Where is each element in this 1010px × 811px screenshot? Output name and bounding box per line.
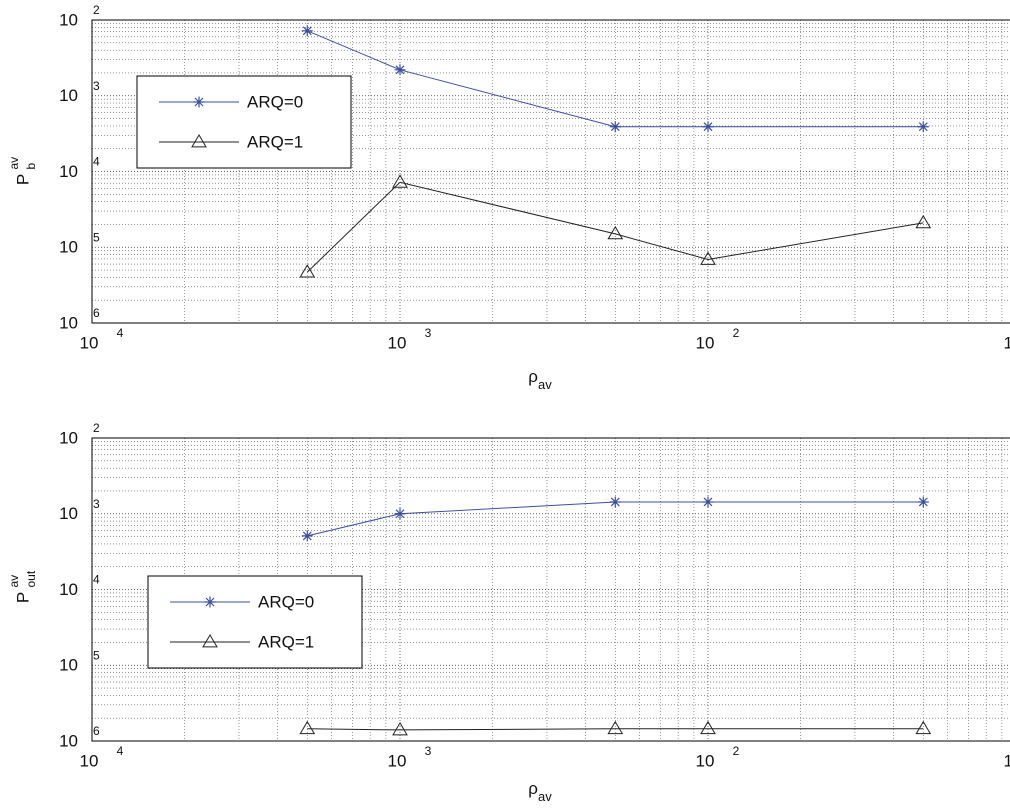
marker bbox=[915, 720, 932, 735]
x-tick-label: 10 bbox=[80, 751, 99, 770]
x-tick-exponent: 4 bbox=[117, 326, 124, 340]
y-tick-label: 10 bbox=[59, 656, 78, 675]
marker bbox=[607, 720, 624, 735]
marker bbox=[917, 496, 929, 508]
x-tick-label: 10 bbox=[1004, 751, 1010, 770]
marker bbox=[394, 64, 406, 76]
legend-box bbox=[136, 75, 352, 169]
y-tick-exponent: 2 bbox=[93, 421, 100, 435]
marker bbox=[202, 634, 218, 648]
y-axis-label-sub: b bbox=[24, 163, 38, 170]
x-tick-exponent: 3 bbox=[425, 326, 432, 340]
marker bbox=[915, 214, 932, 229]
x-tick-label: 10 bbox=[696, 333, 715, 352]
x-tick-exponent: 2 bbox=[733, 744, 740, 758]
y-tick-label: 10 bbox=[59, 238, 78, 257]
y-tick-exponent: 4 bbox=[93, 155, 100, 169]
y-tick-label: 10 bbox=[59, 313, 78, 332]
y-tick-label: 10 bbox=[59, 428, 78, 447]
x-tick-label: 10 bbox=[80, 333, 99, 352]
legend-label: ARQ=0 bbox=[258, 592, 314, 611]
y-tick-label: 10 bbox=[59, 10, 78, 29]
marker bbox=[607, 225, 624, 240]
x-axis-label-text: ρ bbox=[528, 779, 538, 798]
y-tick-label: 10 bbox=[59, 504, 78, 523]
y-tick-exponent: 2 bbox=[93, 3, 100, 17]
y-tick-exponent: 4 bbox=[93, 573, 100, 587]
marker bbox=[299, 264, 316, 278]
y-tick-exponent: 3 bbox=[93, 497, 100, 511]
x-axis-label-sub: av bbox=[538, 377, 552, 392]
y-axis-label-sup: av bbox=[7, 575, 21, 588]
series-line bbox=[307, 728, 924, 731]
y-axis-label-sup: av bbox=[7, 157, 21, 170]
marker bbox=[609, 496, 621, 508]
legend-label: ARQ=0 bbox=[247, 92, 303, 111]
y-tick-label: 10 bbox=[59, 731, 78, 750]
x-axis-label-text: ρ bbox=[528, 367, 538, 386]
x-axis-label: ρav bbox=[528, 779, 552, 804]
legend-box bbox=[147, 575, 363, 669]
marker bbox=[394, 508, 406, 520]
marker bbox=[702, 496, 714, 508]
marker bbox=[392, 174, 408, 188]
axes-frame bbox=[91, 437, 1010, 742]
legend: ARQ=0 ARQ=1 bbox=[136, 75, 352, 169]
marker bbox=[917, 121, 929, 133]
y-tick-label: 10 bbox=[59, 162, 78, 181]
series-line bbox=[306, 181, 924, 273]
y-axis-label: Pav out bbox=[7, 570, 38, 603]
y-axis-label-text: P bbox=[13, 592, 32, 603]
subplot: 10210310410510610410310210ρavPavoutARQ=0… bbox=[7, 421, 1010, 804]
marker bbox=[392, 721, 408, 736]
x-tick-exponent: 2 bbox=[733, 326, 740, 340]
x-tick-label: 10 bbox=[388, 333, 407, 352]
legend-label: ARQ=1 bbox=[258, 632, 314, 651]
marker bbox=[301, 530, 313, 542]
y-tick-exponent: 6 bbox=[93, 724, 100, 738]
x-tick-exponent: 4 bbox=[117, 744, 124, 758]
y-tick-label: 10 bbox=[59, 86, 78, 105]
y-tick-exponent: 3 bbox=[93, 79, 100, 93]
x-axis-label: ρav bbox=[528, 367, 552, 392]
marker bbox=[702, 121, 714, 133]
y-axis-label-text: P bbox=[13, 174, 32, 185]
marker bbox=[204, 596, 216, 608]
subplot: 10210310410510610410310210ρavPavbARQ=0AR… bbox=[7, 3, 1010, 392]
x-axis-label-sub: av bbox=[538, 789, 552, 804]
x-tick-label: 10 bbox=[1004, 333, 1010, 352]
x-tick-exponent: 3 bbox=[425, 744, 432, 758]
marker bbox=[301, 25, 313, 37]
y-tick-label: 10 bbox=[59, 580, 78, 599]
x-tick-label: 10 bbox=[388, 751, 407, 770]
y-axis-label-sub: out bbox=[24, 570, 38, 587]
y-tick-exponent: 5 bbox=[93, 230, 100, 244]
axes-frame bbox=[91, 19, 1010, 324]
y-tick-exponent: 6 bbox=[93, 306, 100, 320]
marker bbox=[191, 134, 207, 148]
marker bbox=[609, 121, 621, 133]
marker bbox=[700, 251, 716, 265]
marker bbox=[193, 96, 205, 108]
marker bbox=[299, 720, 316, 735]
legend-label: ARQ=1 bbox=[247, 132, 303, 151]
marker bbox=[700, 720, 716, 735]
y-axis-label: Pav b bbox=[7, 157, 38, 185]
legend: ARQ=0 ARQ=1 bbox=[147, 575, 363, 669]
y-tick-exponent: 5 bbox=[93, 648, 100, 662]
x-tick-label: 10 bbox=[696, 751, 715, 770]
